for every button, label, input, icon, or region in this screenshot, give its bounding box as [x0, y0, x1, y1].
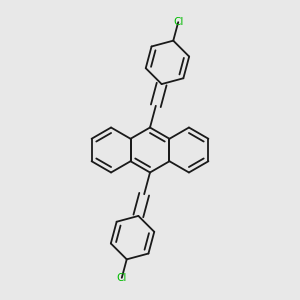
Text: Cl: Cl — [117, 273, 127, 283]
Text: Cl: Cl — [173, 17, 183, 27]
